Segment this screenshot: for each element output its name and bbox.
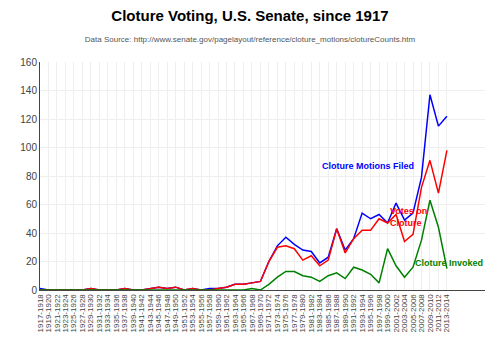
svg-text:80: 80 — [26, 171, 38, 182]
svg-text:1965-1966: 1965-1966 — [239, 294, 248, 333]
svg-text:140: 140 — [20, 85, 37, 96]
svg-text:1969-1970: 1969-1970 — [256, 294, 265, 333]
svg-text:2009-2010: 2009-2010 — [426, 294, 435, 333]
svg-text:20: 20 — [26, 256, 38, 267]
svg-text:Data Source: http://www.senate: Data Source: http://www.senate.gov/pagel… — [85, 35, 416, 44]
svg-text:1957-1958: 1957-1958 — [205, 294, 214, 333]
svg-text:1921-1922: 1921-1922 — [53, 294, 62, 333]
svg-text:1961-1962: 1961-1962 — [222, 294, 231, 333]
svg-text:1951-1952: 1951-1952 — [180, 294, 189, 333]
svg-text:1917-1918: 1917-1918 — [36, 294, 45, 333]
svg-text:1923-1924: 1923-1924 — [61, 294, 70, 333]
svg-text:1999-2000: 1999-2000 — [383, 294, 392, 333]
svg-text:1953-1954: 1953-1954 — [188, 294, 197, 333]
svg-text:2011-2012: 2011-2012 — [434, 294, 443, 332]
svg-text:1925-1926: 1925-1926 — [70, 294, 79, 333]
svg-text:1939-1940: 1939-1940 — [129, 294, 138, 333]
svg-text:Cloture Voting, U.S. Senate, s: Cloture Voting, U.S. Senate, since 1917 — [111, 7, 388, 24]
svg-text:2007-2008: 2007-2008 — [417, 294, 426, 333]
svg-text:1931-1932: 1931-1932 — [95, 294, 104, 333]
svg-text:2013-2014: 2013-2014 — [443, 294, 452, 333]
svg-text:Votes onCloture: Votes onCloture — [390, 206, 427, 228]
svg-text:1997-1998: 1997-1998 — [375, 294, 384, 333]
svg-text:1945-1946: 1945-1946 — [154, 294, 163, 333]
svg-text:1983-1984: 1983-1984 — [315, 294, 324, 333]
svg-text:1927-1928: 1927-1928 — [78, 294, 87, 333]
svg-text:1981-1982: 1981-1982 — [307, 294, 316, 333]
svg-text:100: 100 — [20, 142, 37, 153]
svg-text:40: 40 — [26, 228, 38, 239]
svg-text:120: 120 — [20, 114, 37, 125]
svg-text:1929-1930: 1929-1930 — [86, 294, 95, 333]
svg-text:1967-1968: 1967-1968 — [248, 294, 257, 333]
svg-text:Cloture Invoked: Cloture Invoked — [415, 258, 483, 268]
svg-text:1955-1956: 1955-1956 — [197, 294, 206, 333]
svg-text:1987-1988: 1987-1988 — [332, 294, 341, 333]
svg-text:1937-1938: 1937-1938 — [120, 294, 129, 333]
svg-text:2005-2006: 2005-2006 — [409, 294, 418, 333]
svg-text:1973-1974: 1973-1974 — [273, 294, 282, 333]
svg-text:1919-1920: 1919-1920 — [44, 294, 53, 333]
svg-text:0: 0 — [31, 285, 37, 296]
svg-text:1975-1976: 1975-1976 — [281, 294, 290, 333]
svg-text:1979-1980: 1979-1980 — [298, 294, 307, 333]
svg-text:1971-1972: 1971-1972 — [264, 294, 273, 333]
svg-text:1991-1992: 1991-1992 — [349, 294, 358, 333]
svg-text:160: 160 — [20, 57, 37, 68]
svg-text:1949-1950: 1949-1950 — [171, 294, 180, 333]
svg-text:2001-2002: 2001-2002 — [392, 294, 401, 333]
svg-text:1985-1986: 1985-1986 — [324, 294, 333, 333]
svg-text:Cloture Motions Filed: Cloture Motions Filed — [322, 161, 414, 171]
svg-text:1947-1948: 1947-1948 — [163, 294, 172, 333]
svg-text:1977-1978: 1977-1978 — [290, 294, 299, 333]
svg-text:1933-1934: 1933-1934 — [103, 294, 112, 333]
svg-text:1993-1994: 1993-1994 — [358, 294, 367, 333]
svg-text:1935-1936: 1935-1936 — [112, 294, 121, 333]
svg-text:1963-1964: 1963-1964 — [231, 294, 240, 333]
svg-text:60: 60 — [26, 199, 38, 210]
svg-text:1943-1944: 1943-1944 — [146, 294, 155, 333]
svg-text:1959-1960: 1959-1960 — [214, 294, 223, 333]
svg-text:1941-1942: 1941-1942 — [137, 294, 146, 333]
svg-text:1989-1990: 1989-1990 — [341, 294, 350, 333]
svg-text:1995-1996: 1995-1996 — [366, 294, 375, 333]
svg-text:2003-2004: 2003-2004 — [400, 294, 409, 333]
